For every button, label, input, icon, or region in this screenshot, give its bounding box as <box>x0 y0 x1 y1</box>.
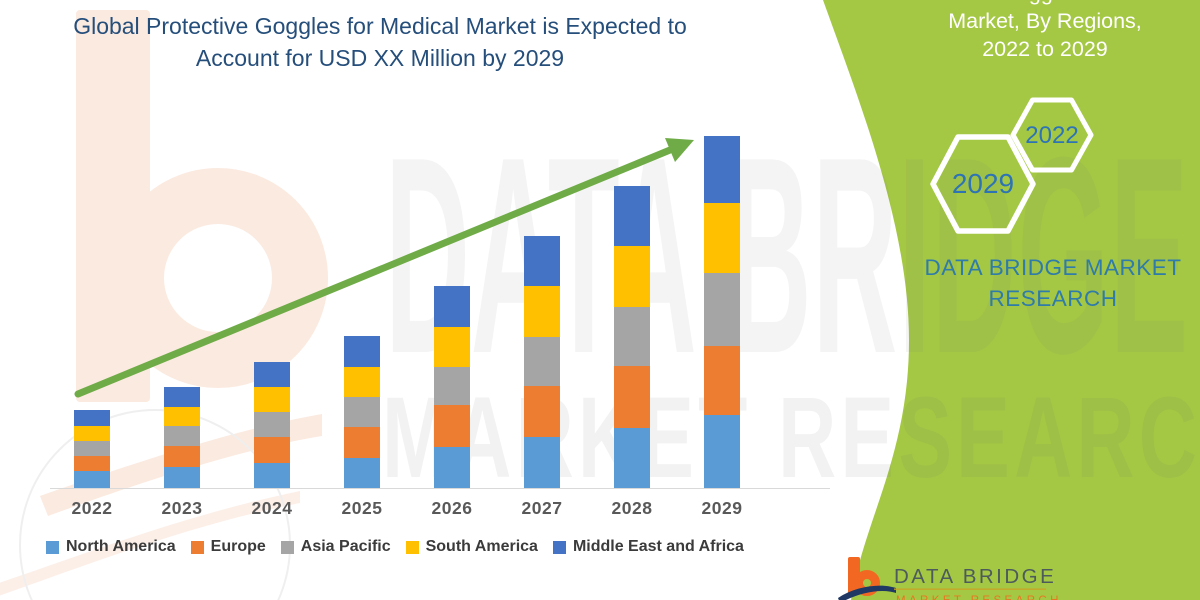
legend-label: Europe <box>210 538 266 555</box>
legend-swatch <box>552 540 566 554</box>
bar-segment-2026-asia-pacific <box>434 367 470 405</box>
legend-swatch <box>190 540 204 554</box>
bar-segment-2025-south-america <box>344 367 380 397</box>
hexagon-2029-label: 2029 <box>952 168 1014 199</box>
footer-logo-name: DATA BRIDGE <box>894 565 1056 588</box>
bar-segment-2025-north-america <box>344 458 380 488</box>
footer-logo-underline <box>894 588 1046 590</box>
brand-text: DATA BRIDGE MARKET RESEARCH <box>908 252 1198 314</box>
stacked-bar-2029 <box>704 136 740 488</box>
footer-logo-subname-cropped: MARKET RESEARCH <box>896 595 1062 600</box>
bar-segment-2027-north-america <box>524 437 560 488</box>
bar-segment-2023-europe <box>164 446 200 467</box>
bar-segment-2024-europe <box>254 437 290 463</box>
bar-segment-2027-middle-east-and-africa <box>524 236 560 286</box>
bar-segment-2022-north-america <box>74 471 110 488</box>
chart-title-line2: Account for USD XX Million by 2029 <box>195 45 565 71</box>
side-panel-heading-line3: 2022 to 2029 <box>982 37 1108 61</box>
bar-segment-2022-middle-east-and-africa <box>74 410 110 426</box>
x-axis-label-2024: 2024 <box>251 498 293 518</box>
legend-item-north-america: North America <box>46 538 176 556</box>
legend-label: Middle East and Africa <box>572 538 744 555</box>
hexagon-2022 <box>1010 97 1094 173</box>
bar-segment-2023-asia-pacific <box>164 426 200 446</box>
legend-label: North America <box>66 538 176 555</box>
bar-segment-2024-south-america <box>254 387 290 412</box>
bar-segment-2023-north-america <box>164 467 200 488</box>
bar-segment-2027-europe <box>524 386 560 437</box>
bar-segment-2028-south-america <box>614 246 650 307</box>
x-axis-label-2028: 2028 <box>611 498 653 518</box>
bar-segment-2025-asia-pacific <box>344 397 380 427</box>
x-axis-label-2027: 2027 <box>521 498 563 518</box>
bar-segment-2024-north-america <box>254 463 290 488</box>
bar-segment-2022-europe <box>74 456 110 471</box>
bar-segment-2022-asia-pacific <box>74 441 110 456</box>
stacked-bar-2026 <box>434 286 470 488</box>
brand-text-line1: DATA BRIDGE MARKET <box>924 255 1182 280</box>
legend-swatch <box>405 540 419 554</box>
bar-segment-2026-middle-east-and-africa <box>434 286 470 327</box>
stacked-bar-2022 <box>74 410 110 488</box>
bar-segment-2025-europe <box>344 427 380 458</box>
bar-segment-2026-south-america <box>434 327 470 367</box>
bar-segment-2028-middle-east-and-africa <box>614 186 650 246</box>
bar-segment-2023-middle-east-and-africa <box>164 387 200 407</box>
bar-segment-2029-south-america <box>704 203 740 273</box>
bar-segment-2029-europe <box>704 346 740 415</box>
bar-segment-2028-north-america <box>614 428 650 488</box>
bar-segment-2025-middle-east-and-africa <box>344 336 380 367</box>
chart-title: Global Protective Goggles for Medical Ma… <box>25 10 735 74</box>
stacked-bar-2023 <box>164 387 200 488</box>
bar-segment-2028-europe <box>614 366 650 428</box>
bar-segment-2029-middle-east-and-africa <box>704 136 740 203</box>
footer-logo: DATA BRIDGE MARKET RESEARCH <box>838 557 1062 600</box>
bar-segment-2023-south-america <box>164 407 200 426</box>
footer-logo-bridge-swoosh <box>838 585 896 600</box>
stacked-bar-2027 <box>524 236 560 488</box>
bar-segment-2024-asia-pacific <box>254 412 290 437</box>
bar-segment-2028-asia-pacific <box>614 307 650 366</box>
side-panel-heading-line2: Market, By Regions, <box>948 9 1142 33</box>
legend-swatch <box>46 540 59 554</box>
x-axis-label-2023: 2023 <box>161 498 203 518</box>
hexagon-badges: 2029 2022 <box>930 97 1094 234</box>
bar-segment-2026-north-america <box>434 447 470 488</box>
bar-segment-2022-south-america <box>74 426 110 441</box>
legend-label: South America <box>425 538 538 555</box>
brand-text-line2: RESEARCH <box>988 286 1118 311</box>
side-panel-heading: Protective Goggles for Medical Market, B… <box>890 0 1200 63</box>
legend-item-asia-pacific: Asia Pacific <box>280 538 391 556</box>
x-axis-label-2025: 2025 <box>341 498 383 518</box>
x-axis-line <box>50 488 830 489</box>
x-axis-label-2026: 2026 <box>431 498 473 518</box>
bar-segment-2027-south-america <box>524 286 560 337</box>
stacked-bar-2025 <box>344 336 380 488</box>
stacked-bar-2024 <box>254 362 290 488</box>
green-panel-shape <box>823 0 1200 600</box>
bar-segment-2026-europe <box>434 405 470 447</box>
bar-segment-2029-asia-pacific <box>704 273 740 346</box>
side-panel-heading-line1-cropped: Protective Goggles for Medical <box>890 0 1200 7</box>
bar-segment-2029-north-america <box>704 415 740 488</box>
stacked-bar-2028 <box>614 186 650 488</box>
legend-label: Asia Pacific <box>300 538 391 555</box>
x-axis-label-2029: 2029 <box>701 498 743 518</box>
chart-title-line1: Global Protective Goggles for Medical Ma… <box>73 13 687 39</box>
hexagon-2022-label: 2022 <box>1025 122 1078 149</box>
legend-item-middle-east-and-africa: Middle East and Africa <box>552 538 744 556</box>
legend-item-south-america: South America <box>405 538 538 556</box>
x-axis-label-2022: 2022 <box>71 498 113 518</box>
legend-swatch <box>280 540 294 554</box>
bar-segment-2024-middle-east-and-africa <box>254 362 290 387</box>
chart-legend: North America Europe Asia Pacific South Ame… <box>46 538 744 556</box>
legend-item-europe: Europe <box>190 538 266 556</box>
hexagon-2029 <box>930 134 1036 234</box>
bar-segment-2027-asia-pacific <box>524 337 560 386</box>
